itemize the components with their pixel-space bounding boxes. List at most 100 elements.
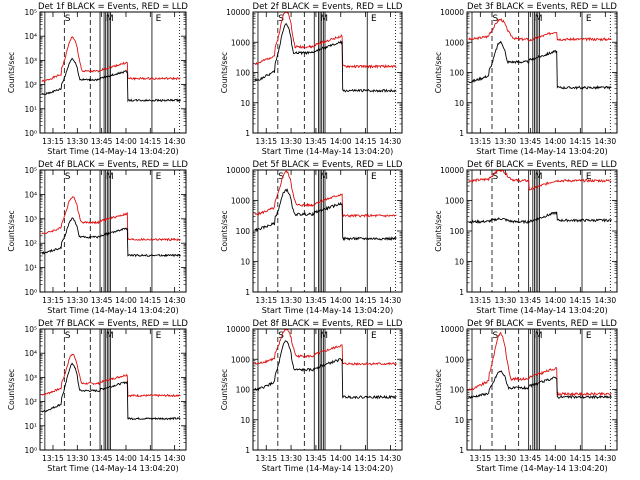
y-tick-label: 10 [454, 99, 464, 108]
time-marker-label: M [535, 172, 543, 182]
chart-title: Det 9f BLACK = Events, RED = LLD [467, 319, 617, 329]
chart-title: Det 7f BLACK = Events, RED = LLD [38, 319, 188, 329]
x-tick-label: 14:15 [355, 454, 377, 463]
x-tick-label: 14:30 [164, 296, 186, 305]
x-tick-label: 13:15 [255, 137, 277, 146]
y-tick-label: 10 [240, 258, 250, 267]
x-axis-label: Start Time (14-May-14 13:04:20) [476, 306, 607, 315]
time-marker-label: S [65, 172, 71, 182]
chart-title: Det 1f BLACK = Events, RED = LLD [38, 2, 188, 12]
time-marker-label: E [156, 14, 162, 24]
y-tick-label: 10³ [24, 373, 37, 382]
x-tick-label: 14:00 [115, 137, 137, 146]
y-tick-label: 10000 [440, 166, 464, 175]
chart-title: Det 2f BLACK = Events, RED = LLD [253, 2, 403, 12]
x-tick-label: 14:00 [115, 296, 137, 305]
time-marker-label: S [278, 14, 284, 24]
y-tick-label: 100 [450, 69, 465, 78]
lld-series-line [254, 329, 397, 366]
y-tick-label: 100 [450, 386, 465, 395]
x-tick-label: 14:30 [380, 137, 402, 146]
x-tick-label: 13:45 [305, 137, 327, 146]
y-tick-label: 100 [236, 386, 251, 395]
x-tick-label: 13:45 [520, 296, 542, 305]
x-axis-label: Start Time (14-May-14 13:04:20) [47, 464, 178, 473]
plot-frame [252, 328, 403, 451]
y-tick-label: 10000 [226, 325, 250, 334]
time-marker-label: M [535, 14, 543, 24]
x-tick-label: 14:30 [595, 296, 617, 305]
x-tick-label: 13:45 [305, 296, 327, 305]
events-series-line [41, 57, 181, 103]
y-tick-label: 1 [245, 288, 250, 297]
y-tick-label: 10 [454, 258, 464, 267]
events-series-line [41, 362, 181, 421]
x-tick-label: 13:15 [42, 137, 64, 146]
y-tick-label: 10³ [24, 215, 37, 224]
x-tick-label: 14:00 [330, 137, 352, 146]
x-tick-label: 14:30 [380, 454, 402, 463]
x-tick-label: 13:15 [470, 296, 492, 305]
x-tick-label: 13:45 [91, 454, 113, 463]
x-tick-label: 14:15 [570, 454, 592, 463]
time-marker-label: E [371, 331, 377, 341]
x-tick-label: 13:45 [91, 296, 113, 305]
y-tick-label: 10 [240, 99, 250, 108]
y-tick-label: 10² [24, 239, 37, 248]
time-marker-label: M [320, 172, 328, 182]
events-series-line [468, 40, 612, 91]
x-axis-label: Start Time (14-May-14 13:04:20) [262, 464, 393, 473]
x-tick-label: 13:45 [91, 137, 113, 146]
y-tick-label: 10¹ [24, 105, 37, 114]
time-marker-label: M [320, 331, 328, 341]
y-tick-label: 10⁰ [24, 288, 37, 297]
x-axis-label: Start Time (14-May-14 13:04:20) [476, 464, 607, 473]
x-tick-label: 13:45 [520, 137, 542, 146]
y-tick-label: 10⁰ [24, 446, 37, 455]
x-tick-label: 14:15 [355, 296, 377, 305]
chart-panel-8: Det 8f BLACK = Events, RED = LLD 1 10 100 10… [220, 319, 403, 473]
time-marker-label: S [65, 331, 71, 341]
y-tick-label: 1000 [231, 197, 250, 206]
x-axis-label: Start Time (14-May-14 13:04:20) [47, 306, 178, 315]
chart-panel-2: Det 2f BLACK = Events, RED = LLD 1 10 100 10… [220, 2, 403, 156]
y-axis-label: Counts/sec [434, 52, 443, 93]
y-tick-label: 10¹ [24, 422, 37, 431]
time-marker-label: S [492, 331, 498, 341]
x-axis-label: Start Time (14-May-14 13:04:20) [476, 147, 607, 156]
y-tick-label: 10⁴ [24, 349, 37, 358]
y-tick-label: 1000 [231, 355, 250, 364]
events-series-line [468, 211, 612, 225]
time-marker-label: E [371, 14, 377, 24]
events-series-line [254, 23, 397, 93]
time-marker-label: S [65, 14, 71, 24]
chart-title: Det 3f BLACK = Events, RED = LLD [467, 2, 617, 12]
y-tick-label: 10² [24, 398, 37, 407]
x-tick-label: 13:30 [280, 454, 302, 463]
time-marker-label: S [492, 172, 498, 182]
y-tick-label: 10000 [440, 8, 464, 17]
time-marker-label: E [156, 331, 162, 341]
y-tick-label: 1 [245, 446, 250, 455]
lld-series-line [254, 169, 397, 219]
x-tick-label: 13:15 [255, 296, 277, 305]
x-tick-label: 14:15 [570, 137, 592, 146]
x-tick-label: 14:15 [570, 296, 592, 305]
y-tick-label: 10¹ [24, 264, 37, 273]
lld-series-line [468, 170, 612, 191]
x-tick-label: 13:30 [280, 137, 302, 146]
time-marker-label: M [535, 331, 543, 341]
y-tick-label: 1 [245, 129, 250, 138]
chart-panel-5: Det 5f BLACK = Events, RED = LLD 1 10 100 10… [220, 160, 403, 315]
x-tick-label: 14:00 [115, 454, 137, 463]
y-tick-label: 1 [459, 288, 464, 297]
x-tick-label: 14:00 [545, 137, 567, 146]
time-marker-label: E [586, 14, 592, 24]
x-axis-label: Start Time (14-May-14 13:04:20) [262, 147, 393, 156]
y-tick-label: 10⁵ [24, 325, 37, 334]
time-marker-label: M [106, 14, 114, 24]
x-tick-label: 13:15 [42, 454, 64, 463]
y-tick-label: 1000 [445, 197, 464, 206]
y-axis-label: Counts/sec [7, 210, 16, 251]
plot-frame [39, 169, 187, 293]
